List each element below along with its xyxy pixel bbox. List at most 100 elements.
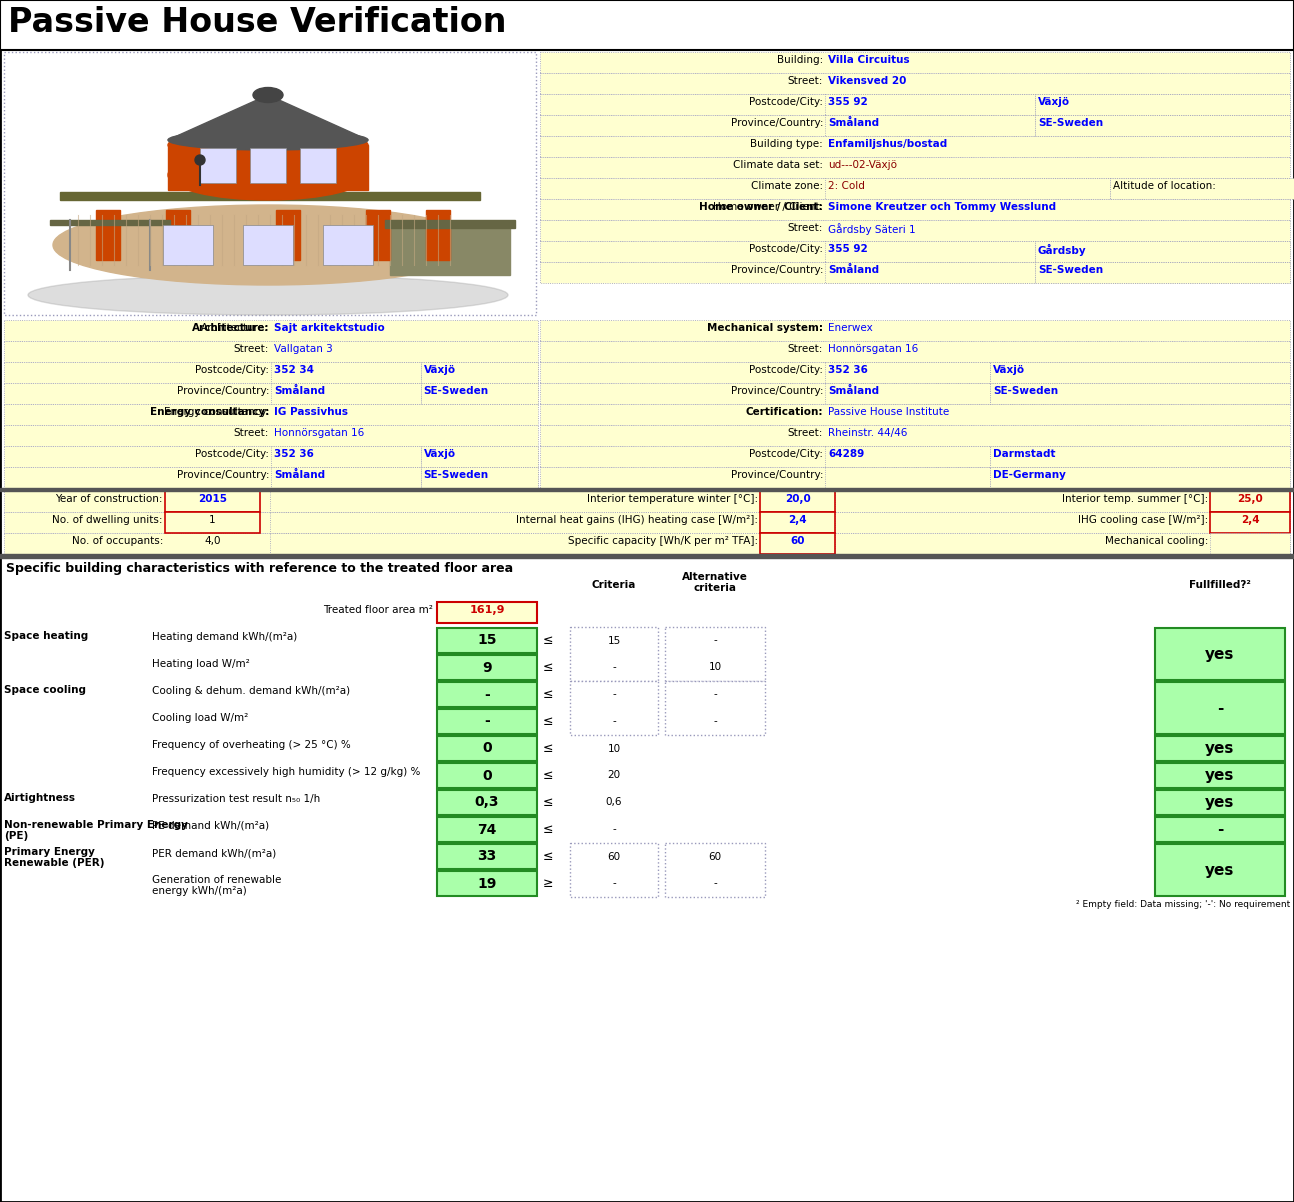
Text: 352 36: 352 36 xyxy=(828,365,868,375)
Bar xyxy=(760,532,835,554)
Bar xyxy=(0,554,1294,558)
Text: Province/Country:: Province/Country: xyxy=(731,470,823,480)
Text: Småland: Småland xyxy=(828,264,879,275)
Text: Sajt arkitektstudio: Sajt arkitektstudio xyxy=(274,323,384,333)
Text: 64289: 64289 xyxy=(828,450,864,459)
Bar xyxy=(1156,790,1285,815)
Text: 352 36: 352 36 xyxy=(274,450,314,459)
Text: Alternative: Alternative xyxy=(682,572,748,582)
Text: SE-Sweden: SE-Sweden xyxy=(1038,118,1102,127)
Text: 1: 1 xyxy=(210,514,216,525)
Text: 60: 60 xyxy=(607,851,621,862)
Bar xyxy=(1156,682,1285,734)
Bar xyxy=(1210,490,1290,512)
Bar xyxy=(4,404,538,426)
Bar xyxy=(540,220,1290,240)
Text: 10: 10 xyxy=(607,744,621,754)
Text: No. of dwelling units:: No. of dwelling units: xyxy=(53,514,163,525)
Bar xyxy=(540,52,1290,73)
Text: Street:: Street: xyxy=(788,224,823,233)
Bar xyxy=(540,426,1290,446)
Text: -: - xyxy=(713,879,717,888)
Text: Climate data set:: Climate data set: xyxy=(732,160,823,169)
Text: (PE): (PE) xyxy=(4,831,28,841)
Text: Honnörsgatan 16: Honnörsgatan 16 xyxy=(274,428,364,438)
Bar xyxy=(835,490,1290,512)
Text: Treated floor area m²: Treated floor area m² xyxy=(324,605,433,615)
Text: 355 92: 355 92 xyxy=(828,244,868,254)
Text: Province/Country:: Province/Country: xyxy=(731,264,823,275)
Text: Postcode/City:: Postcode/City: xyxy=(749,244,823,254)
Bar xyxy=(0,488,1294,490)
Text: 15: 15 xyxy=(607,636,621,645)
Bar xyxy=(437,709,537,734)
Bar xyxy=(540,262,1290,282)
Bar xyxy=(4,383,538,404)
Bar xyxy=(1035,94,1290,115)
Bar xyxy=(540,240,1290,262)
Ellipse shape xyxy=(28,275,509,315)
Text: 20: 20 xyxy=(607,770,621,780)
Text: ≤: ≤ xyxy=(542,661,554,674)
Bar xyxy=(760,490,835,512)
Bar xyxy=(1035,240,1290,262)
Bar xyxy=(540,320,1290,341)
Bar xyxy=(4,362,538,383)
Bar xyxy=(324,225,373,264)
Bar xyxy=(243,225,292,264)
Bar xyxy=(990,362,1290,383)
Text: -: - xyxy=(1216,701,1223,715)
Bar xyxy=(50,220,170,225)
Text: Postcode/City:: Postcode/City: xyxy=(749,450,823,459)
Text: ≤: ≤ xyxy=(542,742,554,755)
Bar xyxy=(168,145,367,190)
Text: 2015: 2015 xyxy=(198,494,226,504)
Bar xyxy=(421,446,538,468)
Text: Cooling & dehum. demand kWh/(m²a): Cooling & dehum. demand kWh/(m²a) xyxy=(151,686,351,696)
Bar xyxy=(421,362,538,383)
Text: Architecture:: Architecture: xyxy=(192,323,269,333)
Text: 355 92: 355 92 xyxy=(828,97,868,107)
Bar xyxy=(4,468,538,488)
Bar xyxy=(540,178,1290,200)
Text: Energy consultancy:: Energy consultancy: xyxy=(163,407,269,417)
Text: Province/Country:: Province/Country: xyxy=(731,386,823,395)
Text: Province/Country:: Province/Country: xyxy=(176,386,269,395)
Bar xyxy=(4,320,538,341)
Bar xyxy=(437,871,537,895)
Bar xyxy=(826,94,1035,115)
Bar xyxy=(270,383,421,404)
Text: 161,9: 161,9 xyxy=(470,605,505,615)
Bar xyxy=(540,468,1290,488)
Text: Darmstadt: Darmstadt xyxy=(992,450,1056,459)
Bar xyxy=(201,148,236,183)
Text: Växjö: Växjö xyxy=(1038,97,1070,107)
Text: -: - xyxy=(484,688,490,702)
Text: Växjö: Växjö xyxy=(992,365,1025,375)
Text: Specific capacity [Wh/K per m² TFA]:: Specific capacity [Wh/K per m² TFA]: xyxy=(568,536,758,546)
Text: 352 34: 352 34 xyxy=(274,365,314,375)
Text: Gårdsby: Gårdsby xyxy=(1038,244,1087,256)
Bar xyxy=(826,383,990,404)
Bar xyxy=(437,817,537,841)
Text: Province/Country:: Province/Country: xyxy=(731,118,823,127)
Text: -: - xyxy=(612,716,616,726)
Text: -: - xyxy=(612,662,616,672)
Bar xyxy=(4,446,538,468)
Text: PE demand kWh/(m²a): PE demand kWh/(m²a) xyxy=(151,821,269,831)
Text: yes: yes xyxy=(1205,863,1234,877)
Text: PER demand kWh/(m²a): PER demand kWh/(m²a) xyxy=(151,847,276,858)
Bar xyxy=(540,73,1290,94)
Ellipse shape xyxy=(254,88,283,102)
Text: Climate zone:: Climate zone: xyxy=(751,182,823,191)
Text: Criteria: Criteria xyxy=(591,581,637,590)
Bar xyxy=(426,210,450,260)
Ellipse shape xyxy=(168,150,367,200)
Bar xyxy=(250,148,286,183)
Bar xyxy=(1210,532,1290,554)
Text: Interior temperature winter [°C]:: Interior temperature winter [°C]: xyxy=(587,494,758,504)
Text: No. of occupants:: No. of occupants: xyxy=(71,536,163,546)
Bar xyxy=(421,383,538,404)
Text: Småland: Småland xyxy=(274,470,325,480)
Text: 60: 60 xyxy=(708,851,722,862)
